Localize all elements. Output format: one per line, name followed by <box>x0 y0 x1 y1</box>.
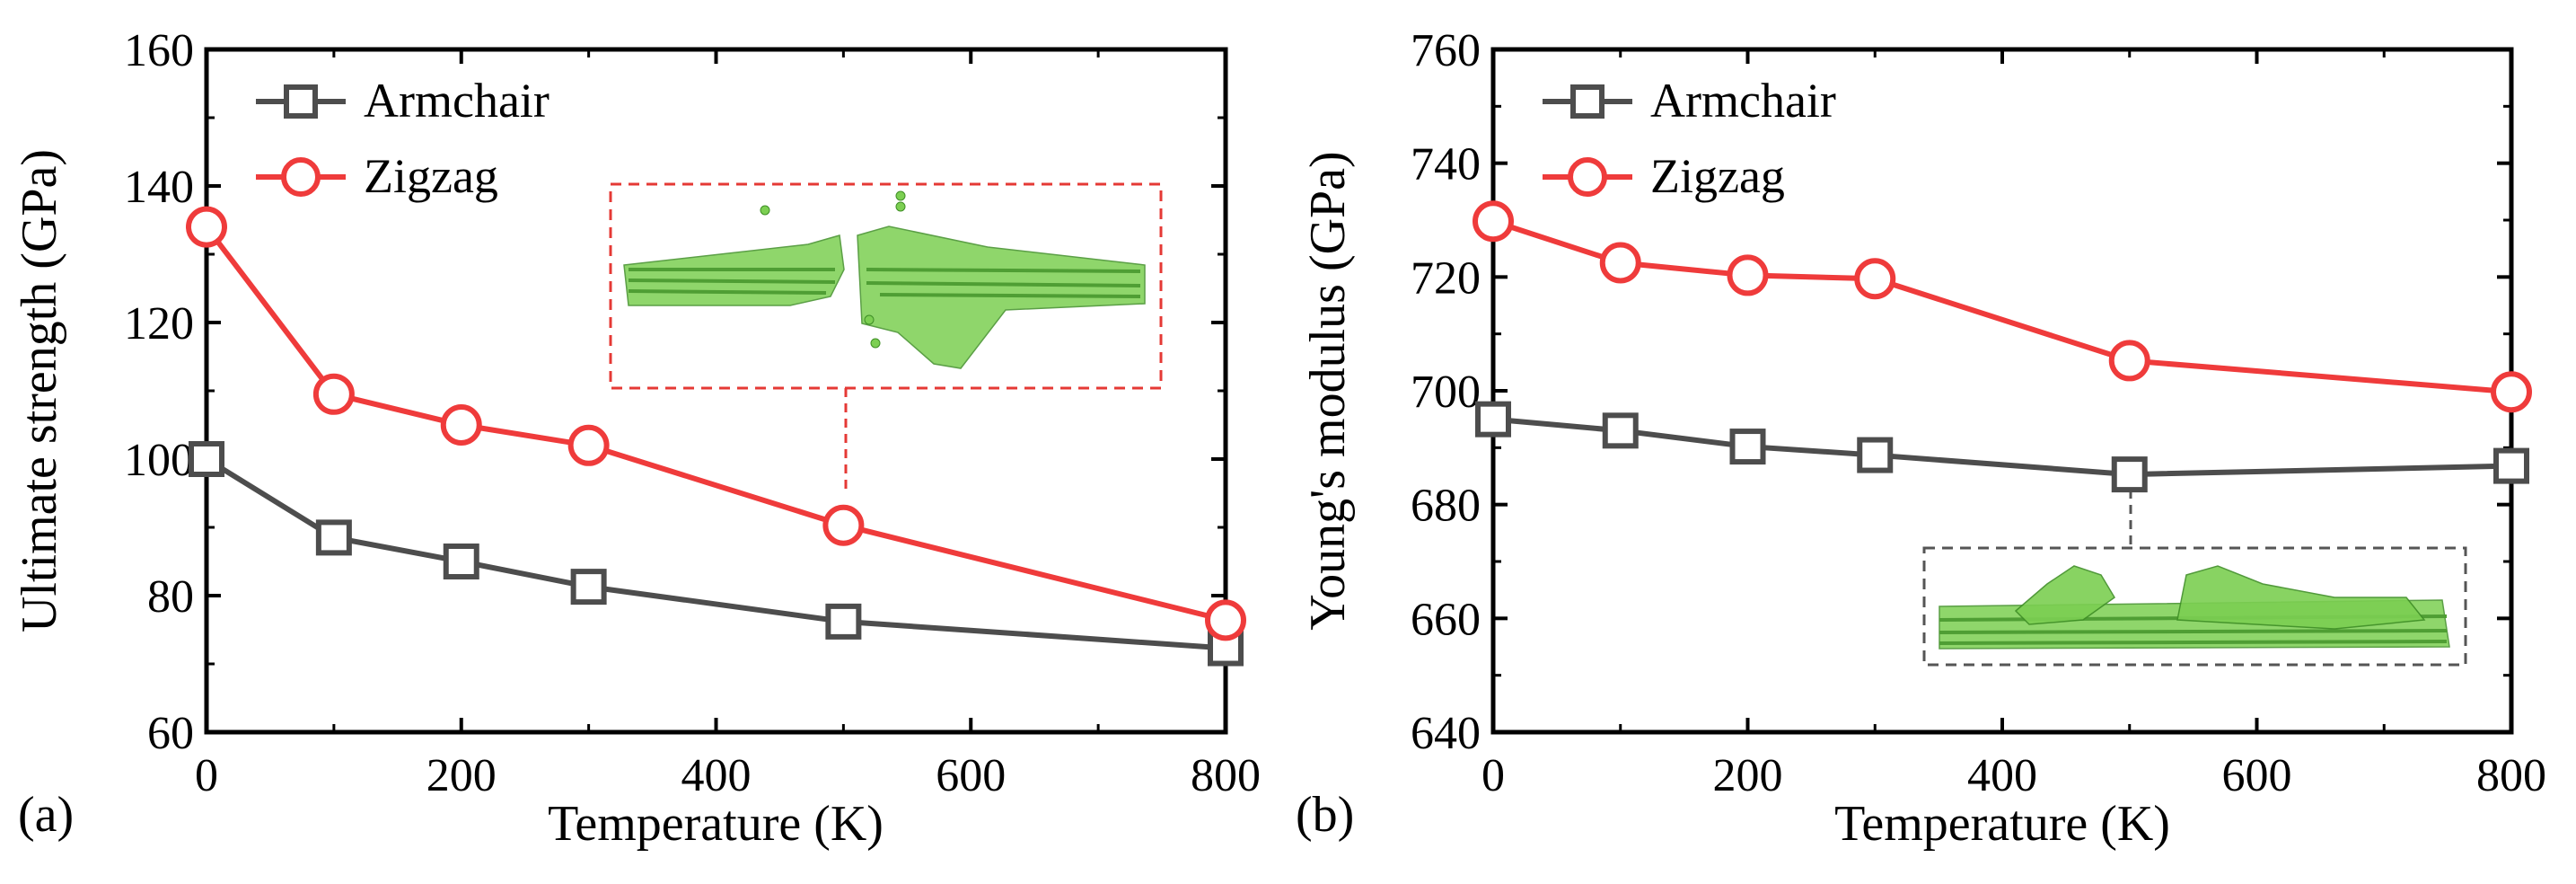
graphene-fracture-inset <box>1922 490 2467 667</box>
x-tick-label: 400 <box>681 750 752 801</box>
data-point-armchair <box>1475 401 1511 438</box>
graphene-fracture-inset <box>609 182 1163 490</box>
legend-marker-armchair <box>284 84 318 119</box>
legend: Armchair Zigzag <box>1543 74 1836 203</box>
series-line-zigzag <box>1492 218 2512 395</box>
legend: Armchair Zigzag <box>256 74 549 203</box>
y-tick-label: 120 <box>124 298 194 349</box>
y-tick-label: 760 <box>1411 25 1481 76</box>
y-tick-label: 740 <box>1411 139 1481 190</box>
data-series <box>186 206 1246 667</box>
legend-label-zigzag: Zigzag <box>1650 149 1785 203</box>
data-point-zigzag <box>186 206 227 248</box>
y-tick-label: 80 <box>147 571 194 623</box>
legend-zigzag: Zigzag <box>1543 149 1785 203</box>
data-point-zigzag <box>312 373 355 415</box>
x-axis-label: Temperature (K) <box>1834 796 2170 852</box>
x-tick-label: 200 <box>1713 750 1783 801</box>
series-line-zigzag <box>204 225 1226 623</box>
data-series <box>1473 200 2532 493</box>
series-line-armchair <box>205 456 1226 651</box>
data-point-armchair <box>1729 429 1766 465</box>
legend-armchair: Armchair <box>256 74 549 128</box>
y-tick-label: 720 <box>1411 252 1481 304</box>
x-tick-label: 800 <box>2476 750 2546 801</box>
y-tick-label: 140 <box>124 162 194 213</box>
y-tick-label: 660 <box>1411 594 1481 645</box>
panel-label: (b) <box>1296 787 1354 843</box>
atoms-left <box>623 234 845 306</box>
data-point-zigzag <box>1205 599 1246 641</box>
data-point-zigzag <box>567 424 610 466</box>
inset-frame <box>609 182 1163 390</box>
x-tick-label: 0 <box>195 750 218 801</box>
atoms-folded-right <box>2176 565 2426 630</box>
legend-marker-armchair <box>1570 84 1605 119</box>
y-tick-label: 640 <box>1411 708 1481 759</box>
inset-frame <box>1922 546 2467 667</box>
data-point-armchair <box>315 519 352 556</box>
data-point-zigzag <box>1727 254 1769 296</box>
panel-b: 640 660 680 700 720 740 760 0 200 400 600 800 Youn… <box>1296 25 2546 852</box>
series-line-armchair <box>1492 416 2512 478</box>
data-point-zigzag <box>822 504 865 546</box>
x-ticks: 0 200 400 600 800 <box>1481 49 2546 801</box>
atoms-debris <box>760 190 906 349</box>
y-tick-label: 100 <box>124 435 194 486</box>
x-tick-label: 600 <box>2222 750 2292 801</box>
y-tick-label: 700 <box>1411 367 1481 418</box>
y-ticks: 60 80 100 120 140 160 <box>124 25 1226 759</box>
plot-frame <box>204 47 1228 735</box>
y-axis-label: Ultimate strength (GPa) <box>12 149 67 632</box>
data-point-armchair <box>1602 412 1639 449</box>
atoms-folded-left <box>2014 565 2115 625</box>
data-point-armchair <box>1857 437 1894 473</box>
panel-a: 60 80 100 120 140 160 0 200 400 600 800 Ultimate … <box>12 25 1261 852</box>
x-tick-label: 400 <box>1967 750 2037 801</box>
x-ticks: 0 200 400 600 800 <box>195 49 1261 801</box>
data-point-zigzag <box>2491 371 2532 413</box>
x-tick-label: 800 <box>1191 750 1261 801</box>
data-point-armchair <box>825 603 862 640</box>
y-tick-label: 160 <box>124 25 194 76</box>
data-point-zigzag <box>1854 258 1896 300</box>
legend-zigzag: Zigzag <box>256 149 498 203</box>
data-point-armchair <box>2493 447 2529 484</box>
legend-label-zigzag: Zigzag <box>364 149 498 203</box>
data-point-armchair <box>2111 456 2148 493</box>
legend-armchair: Armchair <box>1543 74 1836 128</box>
x-tick-label: 200 <box>426 750 497 801</box>
y-ticks: 640 660 680 700 720 740 760 <box>1411 25 2511 759</box>
data-point-armchair <box>189 441 224 477</box>
atoms-right <box>857 225 1146 369</box>
data-point-zigzag <box>440 404 482 446</box>
data-point-zigzag <box>1599 242 1641 284</box>
legend-marker-zigzag <box>281 157 321 197</box>
data-point-zigzag <box>1473 200 1514 243</box>
x-axis-label: Temperature (K) <box>548 796 884 852</box>
data-point-armchair <box>570 569 607 606</box>
legend-label-armchair: Armchair <box>364 74 549 128</box>
x-tick-label: 0 <box>1481 750 1505 801</box>
legend-label-armchair: Armchair <box>1650 74 1836 128</box>
y-tick-label: 60 <box>147 708 194 759</box>
data-point-armchair <box>443 544 479 579</box>
y-tick-label: 680 <box>1411 481 1481 532</box>
data-point-zigzag <box>2108 340 2150 382</box>
legend-marker-zigzag <box>1568 157 1607 197</box>
y-axis-label: Young's modulus (GPa) <box>1300 151 1356 630</box>
x-tick-label: 600 <box>936 750 1006 801</box>
panel-label: (a) <box>18 787 74 843</box>
